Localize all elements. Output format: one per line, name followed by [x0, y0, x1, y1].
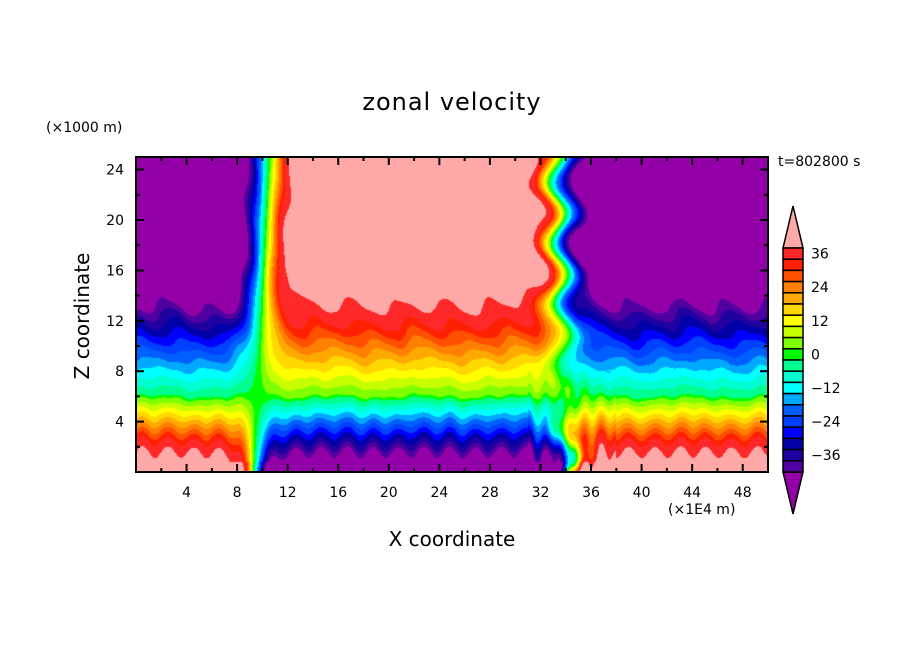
colorbar-over-triangle: [782, 205, 804, 249]
colorbar-box: [782, 303, 804, 316]
colorbar-box: [782, 415, 804, 428]
y-tick-label: 20: [106, 213, 124, 229]
x-tick-label: 16: [329, 485, 347, 501]
colorbar-box: [782, 258, 804, 272]
colorbar-label: 12: [811, 314, 829, 330]
x-tick-label: 20: [380, 485, 398, 501]
y-axis-unit: (×1000 m): [46, 120, 123, 136]
colorbar-box: [782, 336, 804, 350]
x-tick-label: 28: [481, 485, 499, 501]
x-axis-label: X coordinate: [388, 527, 516, 551]
x-tick-label: 44: [683, 485, 701, 501]
colorbar-box: [782, 370, 804, 384]
colorbar-box: [782, 314, 804, 328]
colorbar-under-triangle: [782, 471, 804, 515]
colorbar-box: [782, 437, 804, 451]
y-tick-label: 4: [115, 415, 124, 431]
colorbar-box: [782, 359, 804, 372]
colorbar-box: [782, 348, 804, 361]
colorbar-box: [782, 280, 804, 294]
y-tick-label: 12: [106, 314, 124, 330]
x-tick-label: 40: [633, 485, 651, 501]
colorbar-box: [782, 404, 804, 417]
y-tick-label: 8: [115, 364, 124, 380]
colorbar-box: [782, 426, 804, 440]
colorbar-label: −36: [811, 448, 841, 464]
x-tick-label: 12: [279, 485, 297, 501]
chart-title: zonal velocity: [362, 88, 542, 116]
contour-field: [136, 157, 768, 472]
time-annotation: t=802800 s: [778, 154, 861, 170]
colorbar-box: [782, 269, 804, 283]
plot-frame: [135, 156, 769, 473]
colorbar-label: 0: [811, 347, 820, 363]
x-tick-label: 4: [182, 485, 191, 501]
x-tick-label: 8: [233, 485, 242, 501]
colorbar-label: 24: [811, 280, 829, 296]
colorbar-box: [782, 247, 804, 260]
x-tick-label: 48: [734, 485, 752, 501]
y-tick-label: 16: [106, 263, 124, 279]
x-tick-label: 24: [430, 485, 448, 501]
colorbar-box: [782, 460, 804, 473]
x-tick-label: 36: [582, 485, 600, 501]
colorbar-box: [782, 325, 804, 339]
colorbar-box: [782, 448, 804, 462]
colorbar-label: −12: [811, 381, 841, 397]
colorbar-box: [782, 392, 804, 406]
x-tick-label: 32: [532, 485, 550, 501]
colorbar-label: 36: [811, 247, 829, 263]
colorbar-box: [782, 292, 804, 305]
x-axis-unit: (×1E4 m): [668, 502, 736, 518]
y-tick-label: 24: [106, 163, 124, 179]
colorbar: 36 24 12 0 −12 −24 −36: [782, 205, 841, 515]
colorbar-label: −24: [811, 415, 841, 431]
colorbar-box: [782, 381, 804, 395]
